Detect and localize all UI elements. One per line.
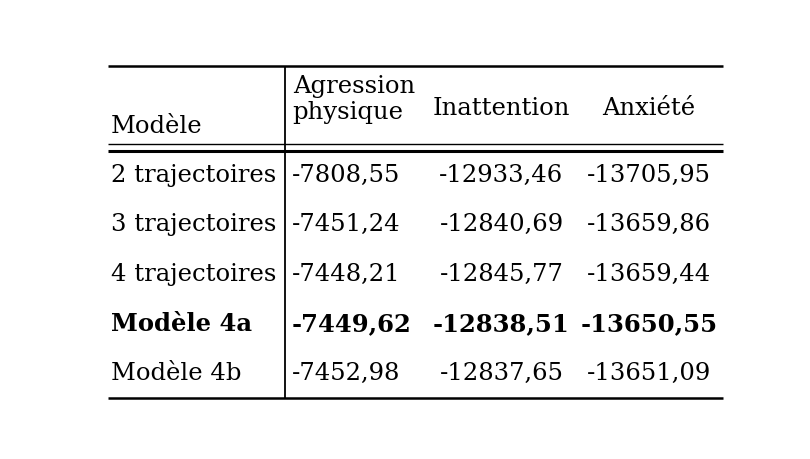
Text: -13651,09: -13651,09 [586,362,711,385]
Text: -7808,55: -7808,55 [292,164,400,187]
Text: 4 trajectoires: 4 trajectoires [111,263,276,285]
Text: -7452,98: -7452,98 [292,362,400,385]
Text: -12933,46: -12933,46 [439,164,564,187]
Text: Modèle 4a: Modèle 4a [111,312,252,336]
Text: 2 trajectoires: 2 trajectoires [111,164,276,187]
Text: -13705,95: -13705,95 [587,164,711,187]
Text: -12845,77: -12845,77 [440,263,564,285]
Text: Modèle 4b: Modèle 4b [111,362,241,385]
Text: -13659,44: -13659,44 [586,263,711,285]
Text: -7449,62: -7449,62 [292,312,411,336]
Text: -7448,21: -7448,21 [292,263,400,285]
Text: -7451,24: -7451,24 [292,213,400,236]
Text: -12838,51: -12838,51 [433,312,569,336]
Text: -13659,86: -13659,86 [587,213,711,236]
Text: 3 trajectoires: 3 trajectoires [111,213,276,236]
Text: Anxiété: Anxiété [603,96,696,120]
Text: -12840,69: -12840,69 [439,213,564,236]
Text: -12837,65: -12837,65 [440,362,564,385]
Text: Modèle: Modèle [111,115,202,138]
Text: -13650,55: -13650,55 [581,312,718,336]
Text: Agression
physique: Agression physique [292,74,415,124]
Text: Inattention: Inattention [433,96,570,120]
